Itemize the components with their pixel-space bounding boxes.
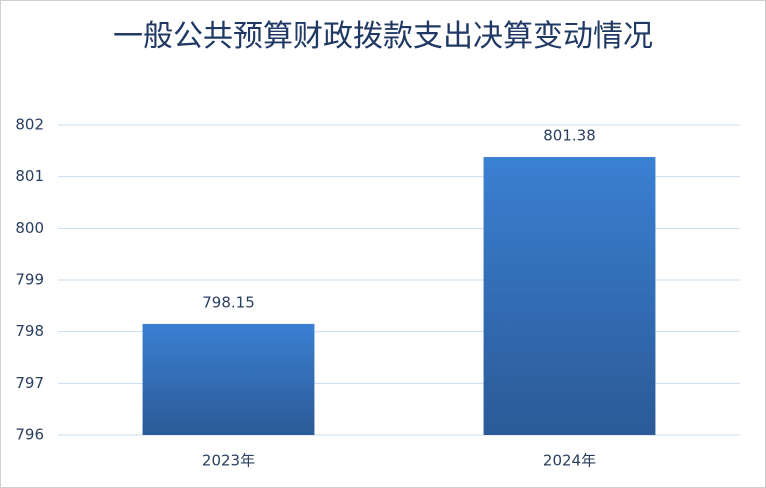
y-tick-label: 796	[15, 426, 44, 444]
y-tick-label: 801	[15, 167, 44, 185]
data-label: 798.15	[202, 293, 255, 311]
x-tick-label: 2023年	[202, 452, 255, 470]
x-tick-label: 2024年	[543, 452, 596, 470]
y-tick-label: 800	[15, 219, 44, 237]
bar	[483, 157, 656, 436]
y-tick-label: 799	[15, 271, 44, 289]
data-label: 801.38	[543, 127, 596, 145]
y-tick-label: 798	[15, 322, 44, 340]
bar	[142, 323, 315, 435]
chart-title: 一般公共预算财政拨款支出决算变动情况	[113, 19, 653, 54]
y-tick-label: 802	[15, 116, 44, 134]
y-tick-label: 797	[15, 374, 44, 392]
